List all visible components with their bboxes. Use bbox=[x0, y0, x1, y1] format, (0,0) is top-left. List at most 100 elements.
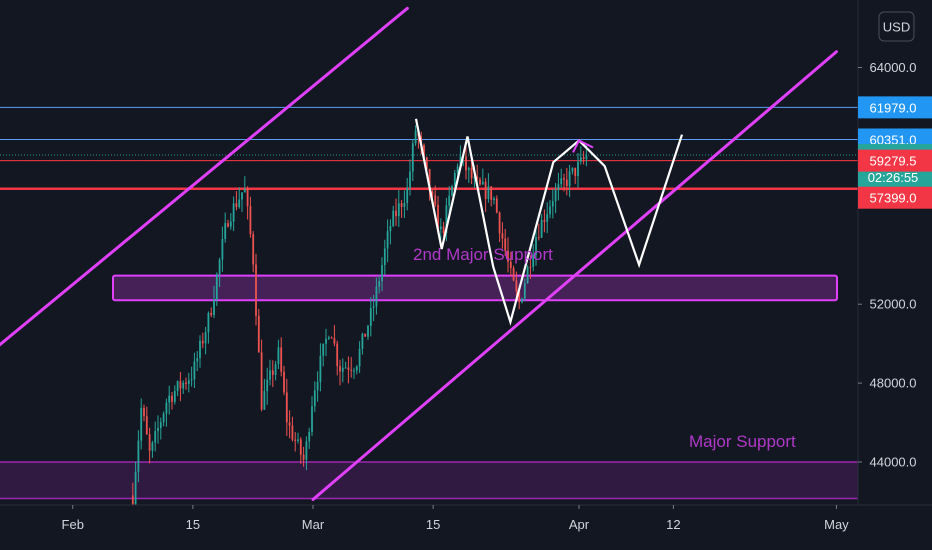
candle bbox=[204, 326, 207, 355]
candle bbox=[311, 396, 313, 436]
price-tag[interactable]: 61979.0 bbox=[858, 96, 932, 119]
candle bbox=[193, 352, 196, 388]
candle bbox=[179, 372, 182, 402]
candle bbox=[403, 190, 406, 219]
candle bbox=[327, 335, 330, 340]
candle bbox=[159, 417, 162, 440]
candle bbox=[529, 255, 532, 279]
candle bbox=[400, 200, 403, 218]
candle bbox=[372, 294, 375, 322]
major-support-zone[interactable] bbox=[0, 461, 861, 500]
candle bbox=[479, 177, 481, 186]
candle bbox=[341, 358, 344, 383]
price-scale[interactable] bbox=[858, 0, 932, 505]
candle bbox=[148, 427, 151, 464]
projection-path[interactable] bbox=[414, 118, 684, 326]
candle bbox=[137, 430, 140, 483]
candle bbox=[196, 351, 199, 372]
candle bbox=[375, 277, 378, 315]
second-major-support-label: 2nd Major Support bbox=[413, 245, 553, 264]
candle bbox=[355, 365, 358, 375]
candle bbox=[168, 385, 171, 415]
candle bbox=[235, 191, 238, 211]
price-tag[interactable]: 57399.0 bbox=[858, 186, 932, 209]
candle bbox=[243, 176, 246, 193]
candle bbox=[330, 336, 333, 339]
candle bbox=[224, 212, 227, 243]
candle bbox=[207, 311, 210, 344]
candle bbox=[140, 398, 143, 450]
candle bbox=[322, 343, 325, 367]
candle bbox=[302, 446, 305, 467]
candle bbox=[540, 214, 543, 239]
candle bbox=[283, 365, 285, 396]
x-tick-label: Feb bbox=[62, 517, 84, 532]
candle bbox=[232, 196, 235, 232]
upper-channel-trendline[interactable] bbox=[0, 6, 409, 398]
candle bbox=[543, 209, 546, 233]
lower-channel-trendline[interactable] bbox=[311, 50, 838, 501]
candle bbox=[173, 385, 176, 405]
candle bbox=[481, 168, 484, 186]
zones-layer bbox=[0, 274, 861, 500]
candle bbox=[504, 228, 507, 257]
y-tick-label: 44000.0 bbox=[870, 455, 917, 470]
candle bbox=[246, 186, 249, 220]
candle bbox=[165, 398, 168, 427]
candle bbox=[131, 482, 134, 509]
candle bbox=[257, 308, 260, 353]
y-tick-label: 64000.0 bbox=[870, 60, 917, 75]
candle bbox=[563, 173, 565, 192]
candle bbox=[392, 205, 395, 228]
candle bbox=[451, 184, 453, 197]
candle bbox=[182, 380, 185, 395]
candles-layer bbox=[131, 125, 588, 512]
y-ticks: 64000.0 52000.0 48000.0 44000.0 bbox=[858, 60, 917, 470]
x-tick-label: 12 bbox=[666, 517, 680, 532]
candle bbox=[557, 172, 560, 201]
candle bbox=[571, 167, 574, 175]
price-tag[interactable]: 59279.5 bbox=[858, 149, 932, 172]
candle bbox=[549, 200, 551, 219]
second-major-support-zone[interactable] bbox=[112, 274, 838, 302]
candle bbox=[465, 145, 467, 180]
candle bbox=[291, 416, 294, 442]
candle bbox=[210, 307, 213, 318]
candle bbox=[294, 432, 297, 452]
candle bbox=[495, 195, 498, 214]
projection-layer bbox=[414, 118, 684, 326]
candle bbox=[386, 219, 389, 263]
candle bbox=[319, 343, 322, 392]
time-scale[interactable] bbox=[0, 505, 932, 550]
candle bbox=[308, 427, 311, 449]
candle bbox=[369, 297, 372, 337]
candle bbox=[507, 237, 509, 273]
major-support-label: Major Support bbox=[689, 432, 796, 451]
candle bbox=[498, 211, 501, 242]
candle bbox=[521, 297, 523, 304]
candle bbox=[515, 271, 518, 298]
candle bbox=[344, 361, 347, 369]
candle bbox=[565, 167, 568, 196]
candle bbox=[406, 177, 409, 211]
candle bbox=[409, 159, 411, 196]
candle bbox=[445, 197, 448, 242]
currency-button[interactable]: USD bbox=[878, 11, 915, 42]
candle bbox=[582, 150, 585, 165]
candle bbox=[554, 182, 557, 214]
candle bbox=[476, 164, 479, 182]
candle bbox=[241, 192, 243, 213]
x-tick-label: May bbox=[824, 517, 849, 532]
candle bbox=[574, 167, 577, 184]
price-tags: 61979.060351.059563.502:26:5559279.55739… bbox=[858, 96, 932, 209]
candle bbox=[501, 222, 504, 249]
candle bbox=[532, 244, 535, 272]
candle bbox=[162, 411, 165, 427]
candle bbox=[378, 275, 381, 294]
candle bbox=[325, 328, 327, 357]
candle bbox=[347, 356, 350, 384]
candle bbox=[411, 139, 414, 182]
candle bbox=[266, 367, 269, 405]
candle bbox=[336, 340, 339, 376]
